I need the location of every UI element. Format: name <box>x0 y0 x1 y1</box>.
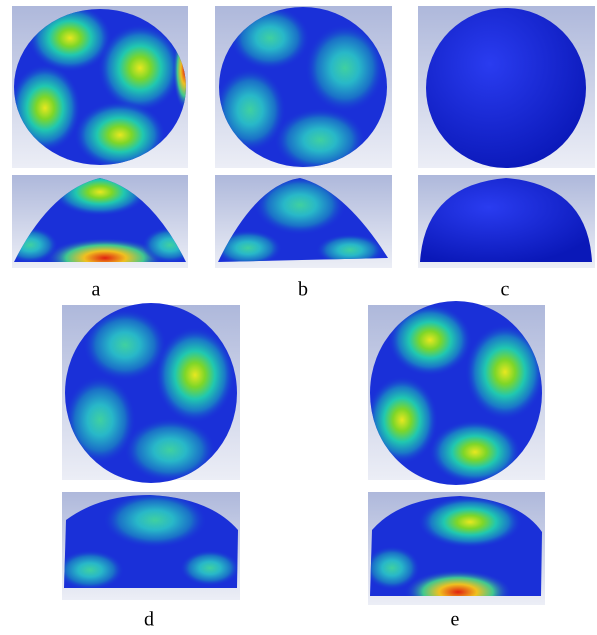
panel-label: e <box>451 609 460 631</box>
panel-label: a <box>92 279 101 301</box>
panel-label: b <box>298 279 308 301</box>
figure: a b c d e <box>0 0 597 635</box>
panel-label: d <box>144 609 154 631</box>
model-d-top <box>64 303 237 483</box>
model-c-top <box>426 8 586 168</box>
panel-label: c <box>501 279 510 301</box>
